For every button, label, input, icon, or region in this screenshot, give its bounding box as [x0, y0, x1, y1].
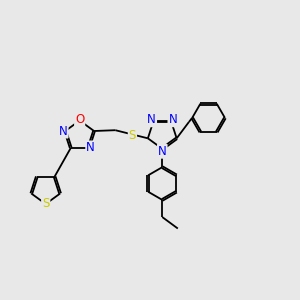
Text: N: N [59, 124, 68, 137]
Text: N: N [86, 141, 95, 154]
Text: S: S [42, 197, 50, 211]
Text: N: N [147, 113, 156, 126]
Text: N: N [158, 145, 167, 158]
Text: N: N [168, 113, 177, 126]
Text: S: S [129, 129, 136, 142]
Text: O: O [75, 113, 84, 126]
